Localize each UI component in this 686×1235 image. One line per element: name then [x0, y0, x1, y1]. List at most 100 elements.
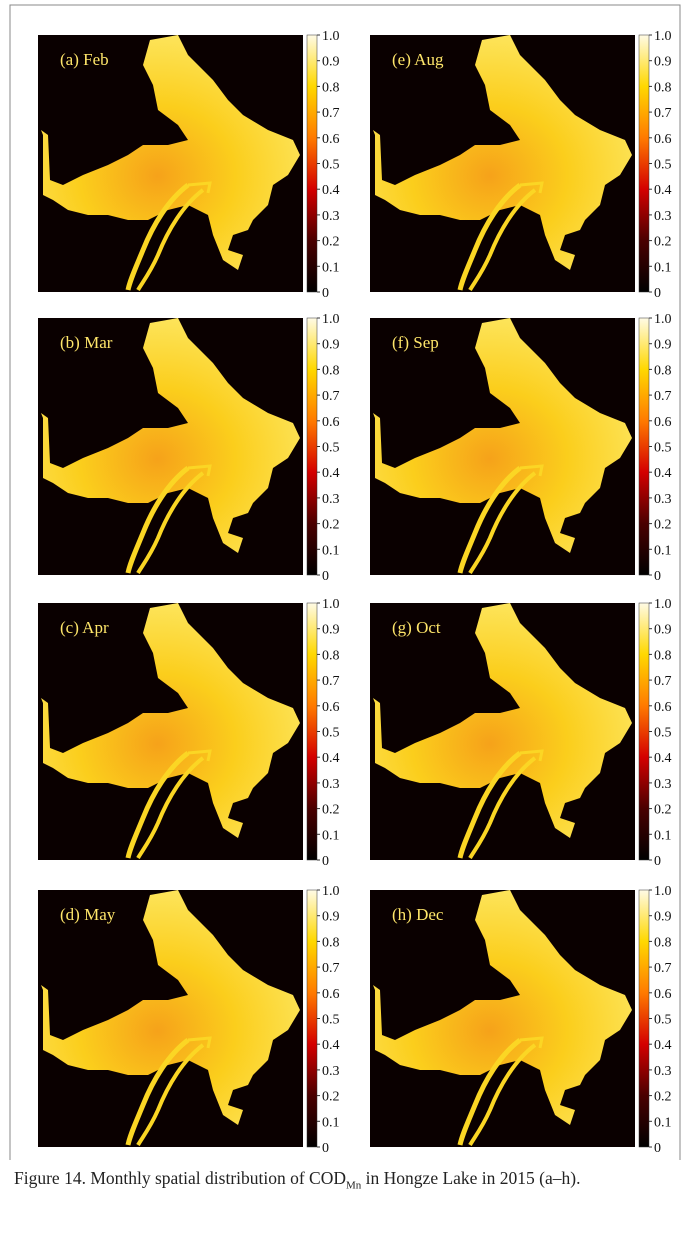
- colorbar-tick-label: 0.9: [322, 910, 340, 925]
- colorbar: [638, 34, 650, 293]
- caption-subscript: Mn: [346, 1179, 362, 1192]
- colorbar-tick-label: 0.3: [322, 777, 340, 792]
- panel-label: (b) Mar: [60, 333, 113, 352]
- colorbar-tick-label: 0: [322, 286, 329, 301]
- figure-panels: (a) Feb 0 0.1 0.2 0.3 0.4 0.5 0.6 0.7 0.8 0.9 1.0 (e…: [9, 4, 681, 1206]
- colorbar-tick-label: 0: [322, 569, 329, 584]
- colorbar-tick-label: 1.0: [322, 597, 340, 612]
- colorbar-tick-label: 0.7: [654, 961, 672, 976]
- colorbar-tick-label: 0: [654, 1141, 661, 1156]
- colorbar-tick-label: 0.6: [654, 415, 672, 430]
- colorbar-tick-label: 1.0: [322, 884, 340, 899]
- colorbar-tick-label: 0.2: [654, 1090, 672, 1105]
- caption: Figure 14. Monthly spatial distribution …: [14, 1168, 679, 1197]
- colorbar-tick-label: 0.7: [322, 674, 340, 689]
- colorbar-tick-label: 0.8: [654, 80, 672, 95]
- colorbar: [306, 889, 318, 1148]
- colorbar-tick-label: 0.7: [654, 674, 672, 689]
- colorbar-tick-label: 0.8: [322, 648, 340, 663]
- colorbar-tick-label: 0.5: [654, 441, 672, 456]
- colorbar-tick-label: 0.4: [654, 1038, 672, 1053]
- colorbar-tick-label: 0.4: [322, 466, 340, 481]
- colorbar-tick-label: 0.8: [322, 363, 340, 378]
- colorbar-tick-label: 1.0: [322, 29, 340, 44]
- colorbar-tick-label: 0.4: [654, 183, 672, 198]
- colorbar-tick-label: 0.6: [322, 415, 340, 430]
- colorbar: [638, 317, 650, 576]
- colorbar-tick-label: 0: [654, 569, 661, 584]
- colorbar-tick-label: 0.5: [654, 158, 672, 173]
- colorbar-tick-label: 0.2: [654, 235, 672, 250]
- colorbar-tick-label: 1.0: [654, 597, 672, 612]
- colorbar-tick-label: 1.0: [322, 312, 340, 327]
- colorbar-tick-label: 0.6: [322, 700, 340, 715]
- colorbar-tick-label: 0.8: [654, 935, 672, 950]
- colorbar-tick-label: 0.2: [322, 518, 340, 533]
- colorbar-tick-label: 0.3: [654, 777, 672, 792]
- colorbar-tick-label: 0.6: [322, 987, 340, 1002]
- colorbar-tick-label: 0.2: [654, 803, 672, 818]
- colorbar-tick-label: 0.6: [654, 987, 672, 1002]
- colorbar-tick-label: 0.1: [322, 260, 340, 275]
- panel-label: (g) Oct: [392, 618, 441, 637]
- colorbar-tick-label: 0: [322, 1141, 329, 1156]
- colorbar-tick-label: 0.5: [322, 441, 340, 456]
- colorbar-tick-label: 0.5: [322, 158, 340, 173]
- panel-label: (e) Aug: [392, 50, 444, 69]
- colorbar-tick-label: 0.4: [654, 751, 672, 766]
- colorbar: [306, 602, 318, 861]
- colorbar-tick-label: 0.9: [654, 338, 672, 353]
- colorbar-tick-label: 0: [654, 286, 661, 301]
- colorbar-tick-label: 0.1: [654, 1115, 672, 1130]
- colorbar-tick-label: 0.1: [654, 260, 672, 275]
- colorbar-tick-label: 0.5: [654, 1013, 672, 1028]
- colorbar-tick-label: 0.9: [322, 338, 340, 353]
- colorbar-tick-label: 0.4: [654, 466, 672, 481]
- colorbar-tick-label: 1.0: [654, 312, 672, 327]
- colorbar: [638, 889, 650, 1148]
- colorbar-tick-label: 0.3: [322, 209, 340, 224]
- colorbar-tick-label: 0.2: [322, 803, 340, 818]
- colorbar: [306, 34, 318, 293]
- colorbar-tick-label: 0.4: [322, 1038, 340, 1053]
- colorbar-tick-label: 0.7: [654, 389, 672, 404]
- colorbar-tick-label: 0.5: [654, 726, 672, 741]
- colorbar-tick-label: 0.2: [654, 518, 672, 533]
- colorbar-tick-label: 0.4: [322, 183, 340, 198]
- panel-label: (a) Feb: [60, 50, 109, 69]
- colorbar-tick-label: 0.3: [654, 1064, 672, 1079]
- colorbar-tick-label: 0.7: [322, 961, 340, 976]
- panel-label: (f) Sep: [392, 333, 439, 352]
- colorbar-tick-label: 0.6: [654, 132, 672, 147]
- colorbar-tick-label: 0.9: [654, 910, 672, 925]
- colorbar-tick-label: 0.3: [654, 209, 672, 224]
- colorbar-tick-label: 0.9: [322, 55, 340, 70]
- caption-text: Figure 14. Monthly spatial distribution …: [14, 1168, 347, 1188]
- colorbar-tick-label: 0.1: [654, 543, 672, 558]
- colorbar-tick-label: 0.4: [322, 751, 340, 766]
- colorbar-tick-label: 0.9: [654, 55, 672, 70]
- colorbar-tick-label: 0.3: [322, 1064, 340, 1079]
- colorbar-tick-label: 0.6: [322, 132, 340, 147]
- colorbar-tick-label: 0.8: [654, 363, 672, 378]
- caption-text: in Hongze Lake in 2015 (a–h).: [361, 1168, 581, 1188]
- colorbar-tick-label: 0.1: [322, 1115, 340, 1130]
- colorbar-tick-label: 0.9: [654, 623, 672, 638]
- colorbar-tick-label: 0.8: [654, 648, 672, 663]
- colorbar: [306, 317, 318, 576]
- colorbar-tick-label: 0.7: [322, 106, 340, 121]
- colorbar-tick-label: 0.1: [322, 543, 340, 558]
- colorbar-tick-label: 0: [654, 854, 661, 869]
- colorbar: [638, 602, 650, 861]
- panel-label: (c) Apr: [60, 618, 109, 637]
- colorbar-tick-label: 0.1: [654, 828, 672, 843]
- colorbar-tick-label: 0.2: [322, 1090, 340, 1105]
- colorbar-tick-label: 0.8: [322, 80, 340, 95]
- colorbar-tick-label: 0.8: [322, 935, 340, 950]
- colorbar-tick-label: 0.7: [322, 389, 340, 404]
- colorbar-tick-label: 1.0: [654, 29, 672, 44]
- panel-label: (d) May: [60, 905, 116, 924]
- colorbar-tick-label: 0.1: [322, 828, 340, 843]
- colorbar-tick-label: 0: [322, 854, 329, 869]
